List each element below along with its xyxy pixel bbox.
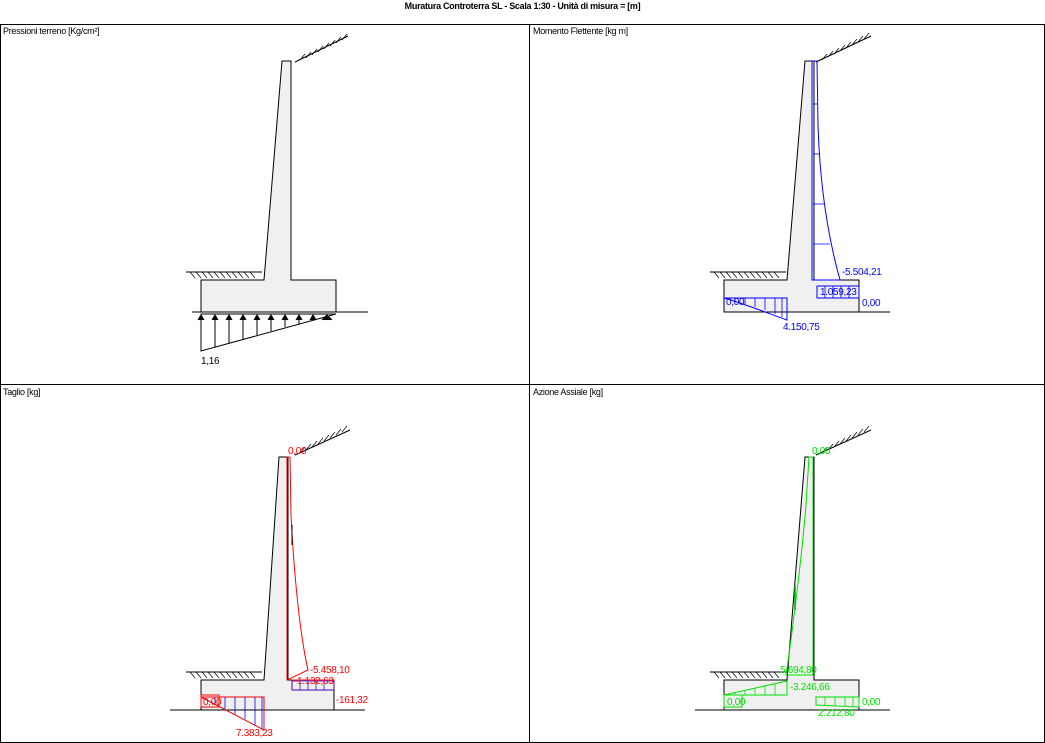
taglio-value-toe-left: 0,00 xyxy=(203,697,222,708)
assiale-value-top: 0,00 xyxy=(812,446,831,457)
taglio-diagram xyxy=(170,425,365,731)
momento-value-toe-left: 0,00 xyxy=(726,297,745,308)
momento-value-toe-peak: 4.150,75 xyxy=(783,322,820,333)
panel-label-momento: Momento Flettente [kg m] xyxy=(533,26,628,36)
taglio-value-heel-mid: -1.132,63 xyxy=(294,676,334,687)
assiale-value-heel-end: 0,00 xyxy=(862,697,881,708)
pressioni-value-left: 1,16 xyxy=(201,356,220,367)
assiale-value-stem-base: 5.694,80 xyxy=(780,665,817,676)
panel-label-assiale: Azione Assiale [kg] xyxy=(533,387,603,397)
panel-label-pressioni: Pressioni terreno [Kg/cm²] xyxy=(3,26,100,36)
momento-value-heel-right: 1.059,23 xyxy=(820,287,857,298)
taglio-value-stem-base: -5.458,10 xyxy=(310,665,350,676)
assiale-value-toe-left: 0,00 xyxy=(727,697,746,708)
panel-divider-vertical xyxy=(529,24,530,743)
momento-value-heel-end: 0,00 xyxy=(862,298,881,309)
assiale-value-heel-peak: 2.212,80 xyxy=(818,708,855,719)
taglio-value-top: 0,00 xyxy=(288,446,307,457)
panel-label-taglio: Taglio [kg] xyxy=(3,387,41,397)
taglio-value-heel-end: -161,32 xyxy=(336,695,368,706)
page-title: Muratura Controterra SL - Scala 1:30 - U… xyxy=(404,1,641,11)
momento-diagram xyxy=(710,32,890,321)
assiale-value-toe-right: -3.246,66 xyxy=(790,682,830,693)
taglio-value-toe-peak: 7.383,23 xyxy=(236,728,273,739)
assiale-diagram xyxy=(695,425,890,711)
wall-section xyxy=(200,60,337,313)
pressioni-diagram xyxy=(186,33,368,352)
panel-divider-horizontal xyxy=(0,384,1045,385)
momento-value-stem-base: -5.504,21 xyxy=(842,267,882,278)
